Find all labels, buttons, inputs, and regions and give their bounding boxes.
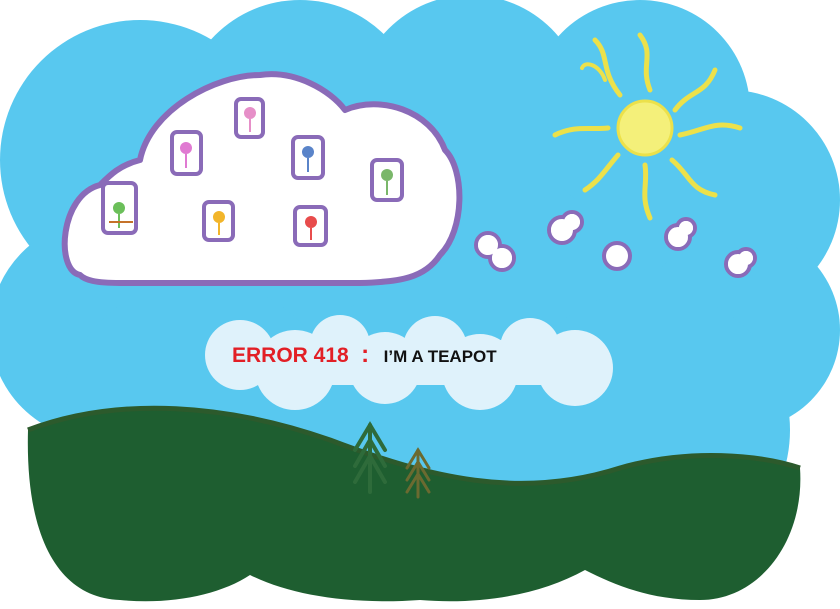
cloud-icon — [205, 315, 613, 410]
stick-figure-window-1 — [101, 181, 138, 235]
error-separator: : — [361, 341, 369, 368]
hill — [27, 405, 801, 602]
message-cloud — [205, 315, 613, 410]
stick-figure-window-4 — [291, 135, 325, 180]
cloud-icon — [61, 71, 463, 286]
stick-figure-window-3 — [234, 97, 265, 139]
cloud-icon — [474, 231, 516, 272]
error-message: I’M A TEAPOT — [384, 347, 498, 366]
pine-tree-icon — [405, 447, 431, 499]
cloud-icon — [602, 241, 632, 271]
stick-figure-window-7 — [293, 205, 328, 247]
sun-icon — [552, 32, 743, 221]
cloud-icon — [664, 217, 697, 251]
small-clouds — [474, 210, 757, 278]
cloud-icon — [724, 247, 757, 278]
stick-figure-window-2 — [170, 130, 203, 176]
error-code: ERROR 418 — [232, 344, 349, 367]
pine-tree-icon — [353, 421, 387, 494]
stick-figure-window-6 — [202, 200, 235, 242]
stick-figure-window-5 — [370, 158, 404, 202]
cloud-icon — [547, 210, 584, 245]
people-cloud — [61, 71, 463, 286]
error-heading: ERROR 418 : I’M A TEAPOT — [232, 341, 497, 368]
